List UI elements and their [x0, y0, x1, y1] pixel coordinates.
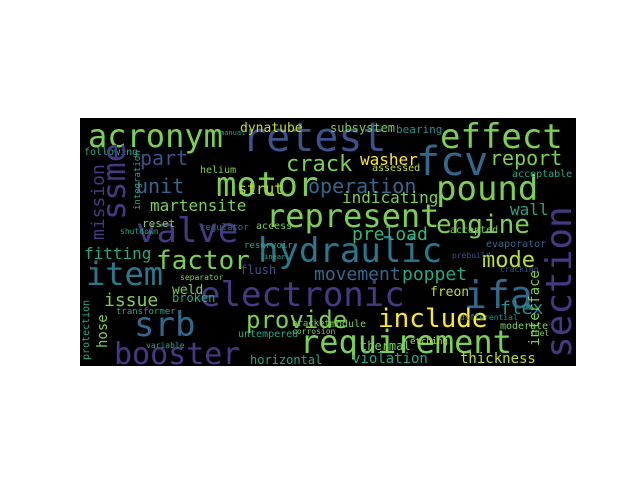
word-flush: flush [240, 263, 277, 277]
word-evaporator: evaporator [486, 239, 547, 250]
word-valve: valve [136, 211, 239, 251]
word-access: access [256, 221, 293, 232]
word-thickness: thickness [460, 351, 536, 366]
word-poppet: poppet [402, 264, 468, 285]
word-report: report [490, 146, 563, 170]
word-provide: provide [246, 306, 348, 334]
word-fitting: fitting [84, 244, 152, 263]
word-item: item [86, 255, 164, 293]
word-thermal: thermal [360, 339, 411, 353]
word-part: part [140, 146, 189, 170]
word-prebuild: prebuild [452, 251, 491, 260]
word-include: include [378, 304, 488, 334]
word-transformer: transformer [116, 307, 176, 317]
word-booster: booster [114, 337, 241, 367]
word-srb: srb [134, 305, 196, 345]
word-indicating: indicating [342, 188, 439, 207]
word-electronic: electronic [200, 275, 405, 315]
word-assessed: assessed [372, 163, 421, 174]
word-untempered: untempered [238, 329, 299, 340]
word-washer: washer [360, 150, 418, 169]
word-wall: wall [510, 200, 549, 219]
word-ifa: ifa [464, 273, 533, 317]
word-represent: represent [266, 197, 440, 235]
word-engine: engine [436, 210, 530, 240]
word-hydraulic: hydraulic [258, 231, 443, 271]
word-requirement: requirement [300, 323, 512, 361]
word-fuel: fuel [530, 329, 550, 338]
word-bracket: bracket [292, 319, 330, 329]
word-issue: issue [104, 290, 159, 311]
word-fcv: fcv [416, 139, 489, 185]
word-linear: linear [260, 253, 286, 261]
word-integration: integration [133, 150, 143, 210]
word-moderate: moderate [500, 321, 549, 332]
word-movement: movement [314, 264, 401, 285]
word-section: section [539, 206, 576, 358]
word-strut: strut [238, 180, 284, 198]
word-broken: broken [172, 291, 216, 305]
word-following: following [84, 147, 139, 158]
word-pound: pound [436, 169, 539, 209]
word-horizontal: horizontal [250, 353, 323, 366]
word-preload: preload [352, 224, 428, 245]
word-motor: motor [216, 165, 319, 205]
word-factor: factor [156, 246, 250, 276]
word-cloud: acronym retest effect fcv motor pound re… [80, 118, 576, 366]
word-retest: retest [242, 118, 387, 161]
word-freon: freon [430, 285, 470, 300]
word-effect: effect [440, 118, 563, 157]
word-mode: mode [482, 248, 535, 273]
word-corrosion: corrosion [292, 327, 336, 336]
word-cracking: cracking [500, 265, 539, 274]
word-differential: differential [460, 313, 518, 322]
word-variable: variable [146, 341, 185, 350]
word-hose: hose [95, 314, 111, 348]
word-mission: mission [88, 164, 109, 240]
word-acceptable: acceptable [512, 169, 573, 180]
word-etching: etching [410, 337, 448, 347]
word-protection: protection [81, 299, 92, 360]
word-manual: manual [220, 129, 246, 137]
word-crack: crack [286, 152, 353, 177]
word-martensite: martensite [150, 196, 247, 215]
word-regulator: regulator [200, 223, 249, 233]
word-module: module [330, 319, 367, 330]
word-weld: weld [172, 283, 204, 298]
word-reset: reset [142, 217, 176, 230]
word-flex: flex [500, 298, 544, 319]
word-dynatube: dynatube [240, 121, 303, 136]
word-helium: helium [200, 165, 237, 176]
word-acronym: acronym [88, 118, 223, 155]
word-operation: operation [308, 174, 417, 198]
word-bearing: bearing [396, 123, 443, 136]
word-unit: unit [136, 174, 185, 198]
word-shutdown: shutdown [120, 227, 159, 236]
word-violation: violation [352, 351, 428, 366]
word-interface: interface [527, 270, 543, 346]
word-subsystem: subsystem [330, 121, 396, 135]
word-accepted: accepted [450, 225, 499, 236]
word-reservoir: reservoir [244, 241, 293, 251]
word-separator: separator [180, 273, 224, 282]
